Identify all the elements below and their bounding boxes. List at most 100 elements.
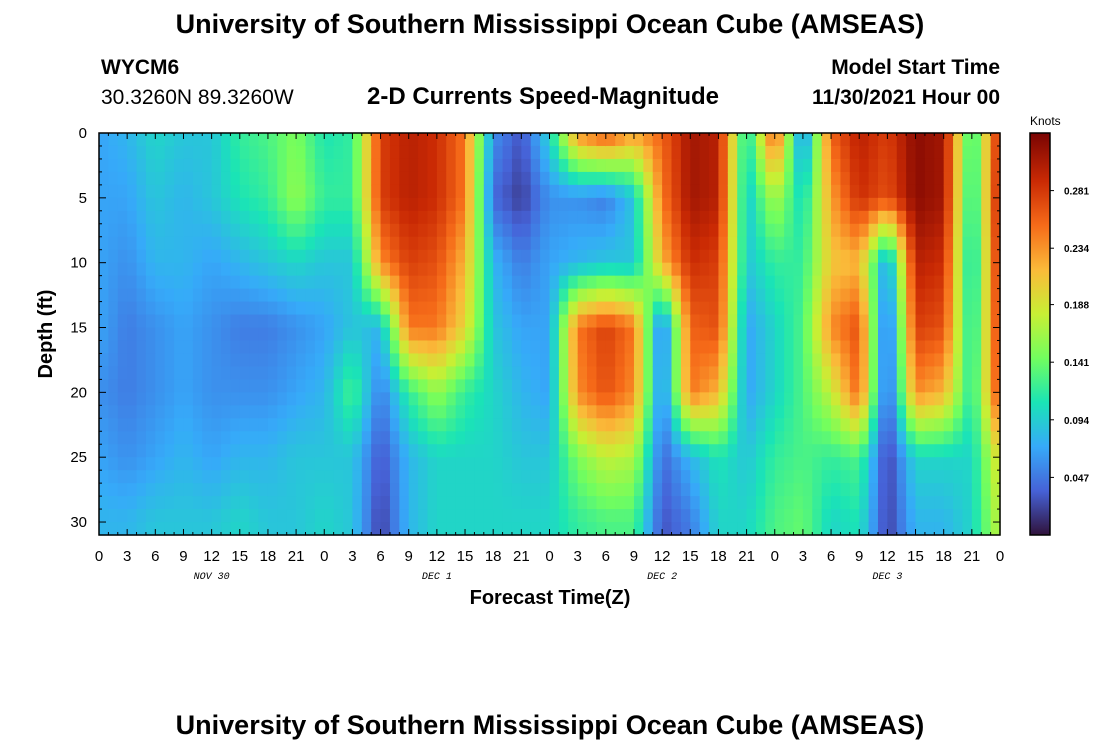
heatmap-cell	[831, 171, 842, 186]
heatmap-cell	[399, 379, 410, 393]
heatmap-cell	[333, 483, 344, 497]
heatmap-cell	[511, 509, 522, 523]
heatmap-cell	[924, 366, 935, 380]
heatmap-cell	[296, 509, 307, 523]
heatmap-cell	[221, 353, 231, 368]
heatmap-cell	[896, 457, 907, 471]
heatmap-cell	[352, 275, 363, 290]
heatmap-cell	[755, 145, 766, 160]
heatmap-cell	[465, 158, 476, 173]
heatmap-cell	[145, 223, 156, 238]
heatmap-cell	[652, 249, 663, 264]
heatmap-cell	[352, 236, 363, 251]
heatmap-cell	[502, 197, 513, 212]
heatmap-cell	[202, 301, 213, 316]
heatmap-cell	[568, 509, 579, 523]
heatmap-cell	[211, 249, 222, 264]
colorbar-tick-label: 0.188	[1064, 301, 1089, 312]
heatmap-cell	[277, 262, 288, 277]
heatmap-cell	[615, 470, 626, 484]
heatmap-cell	[859, 444, 870, 458]
heatmap-cell	[587, 509, 598, 523]
heatmap-cell	[446, 366, 457, 380]
heatmap-cell	[277, 431, 288, 445]
heatmap-cell	[483, 301, 494, 316]
heatmap-cell	[774, 340, 785, 355]
heatmap-cell	[465, 197, 476, 212]
heatmap-cell	[483, 262, 494, 277]
heatmap-cell	[267, 171, 278, 186]
heatmap-cell	[183, 457, 194, 471]
heatmap-cell	[249, 197, 260, 212]
heatmap-cell	[765, 133, 776, 147]
heatmap-cell	[511, 133, 522, 147]
heatmap-cell	[474, 223, 485, 238]
heatmap-cell	[662, 275, 673, 290]
heatmap-cell	[483, 171, 494, 186]
heatmap-cell	[549, 249, 560, 264]
heatmap-cell	[399, 301, 410, 316]
heatmap-cell	[136, 418, 147, 432]
heatmap-cell	[333, 522, 344, 536]
heatmap-cell	[690, 184, 701, 199]
heatmap-cell	[352, 353, 363, 368]
heatmap-cell	[136, 509, 147, 523]
heatmap-cell	[924, 236, 935, 251]
heatmap-cell	[305, 301, 316, 316]
x-tick-label: 3	[348, 548, 356, 565]
heatmap-cell	[230, 210, 241, 225]
heatmap-cell	[624, 133, 635, 147]
heatmap-cell	[427, 327, 438, 342]
heatmap-cell	[333, 496, 344, 510]
heatmap-cell	[831, 288, 842, 303]
heatmap-cell	[465, 210, 476, 225]
heatmap-cell	[896, 301, 907, 316]
heatmap-cell	[587, 262, 598, 277]
heatmap-cell	[793, 133, 804, 147]
heatmap-cell	[371, 314, 382, 329]
heatmap-cell	[211, 522, 222, 536]
heatmap-cell	[258, 223, 269, 238]
heatmap-cell	[680, 314, 691, 329]
heatmap-cell	[934, 249, 945, 264]
heatmap-cell	[343, 262, 354, 277]
heatmap-cell	[521, 392, 532, 406]
heatmap-cell	[577, 340, 588, 355]
heatmap-cell	[521, 483, 532, 497]
heatmap-cell	[709, 483, 720, 497]
heatmap-cell	[286, 223, 297, 238]
heatmap-cell	[934, 236, 945, 251]
heatmap-cell	[493, 483, 504, 497]
heatmap-cell	[652, 184, 663, 199]
heatmap-cell	[314, 509, 325, 523]
heatmap-cell	[615, 197, 626, 212]
heatmap-cell	[568, 171, 579, 186]
heatmap-cell	[934, 184, 945, 199]
heatmap-cell	[981, 145, 992, 160]
heatmap-cell	[155, 327, 166, 342]
heatmap-cell	[962, 184, 973, 199]
heatmap-cell	[436, 366, 447, 380]
heatmap-cell	[821, 327, 832, 342]
heatmap-cell	[352, 470, 363, 484]
heatmap-cell	[296, 249, 307, 264]
heatmap-cell	[774, 366, 785, 380]
heatmap-cell	[859, 275, 870, 290]
heatmap-cell	[727, 210, 738, 225]
heatmap-cell	[474, 288, 485, 303]
heatmap-cell	[624, 483, 635, 497]
heatmap-cell	[296, 262, 307, 277]
heatmap-cell	[502, 405, 513, 419]
heatmap-cell	[343, 470, 354, 484]
heatmap-cell	[718, 184, 729, 199]
heatmap-cell	[934, 171, 945, 186]
heatmap-cell	[615, 340, 626, 355]
heatmap-cell	[99, 496, 109, 510]
heatmap-cell	[267, 275, 278, 290]
heatmap-cell	[990, 236, 1001, 251]
heatmap-cell	[671, 210, 682, 225]
heatmap-cell	[709, 145, 720, 160]
heatmap-cell	[249, 314, 260, 329]
heatmap-cell	[587, 197, 598, 212]
